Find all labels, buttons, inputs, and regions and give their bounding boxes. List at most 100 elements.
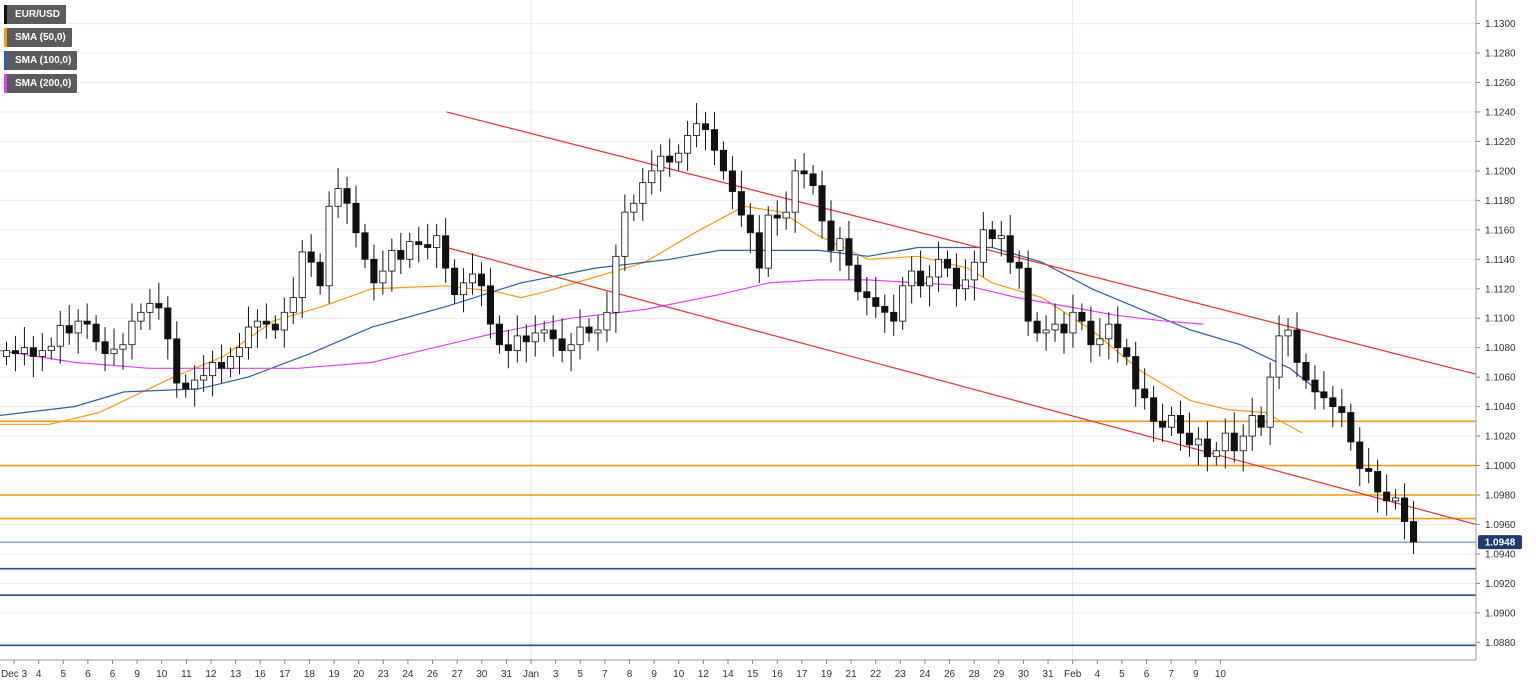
candle [11, 335, 19, 372]
candle-body [244, 326, 252, 349]
candle [235, 332, 244, 375]
x-tick-label: 10 [1215, 669, 1227, 680]
y-tick-label: 1.1280 [1485, 49, 1516, 60]
legend-swatch [4, 51, 7, 70]
candle-body [1230, 432, 1238, 452]
candle-body [800, 170, 808, 175]
candle-body [173, 338, 181, 384]
candle-body [226, 356, 235, 369]
candle [226, 347, 235, 378]
candle [997, 220, 1005, 257]
candle [1069, 294, 1077, 348]
candle-body [997, 235, 1005, 240]
candle [746, 203, 754, 254]
candle-body [11, 350, 19, 354]
candle-body [1409, 521, 1418, 543]
candle-body [1302, 362, 1310, 381]
candle-body [137, 311, 145, 322]
candle [47, 337, 55, 360]
candle-body [1150, 397, 1158, 422]
x-tick-label: 21 [846, 669, 858, 680]
candle [253, 309, 261, 348]
candle-body [773, 214, 781, 219]
candle-body [1212, 450, 1220, 458]
candle [74, 309, 82, 354]
candle [451, 259, 459, 304]
y-tick-label: 1.0960 [1485, 520, 1516, 531]
candle [1248, 397, 1256, 451]
candle-body [29, 347, 37, 357]
candle-body [1176, 415, 1185, 434]
candle [325, 191, 333, 304]
candle-body [460, 282, 468, 296]
trendline [446, 111, 1477, 375]
x-tick-label: 16 [255, 669, 267, 680]
legend-item-sma200[interactable]: SMA (200,0) [4, 74, 78, 93]
candle [1132, 341, 1140, 407]
candle-body [701, 123, 710, 131]
candle [863, 276, 871, 316]
x-tick-label: 18 [304, 669, 316, 680]
legend-item-sma50[interactable]: SMA (50,0) [4, 28, 72, 47]
candle [1329, 385, 1337, 428]
candle [1006, 215, 1014, 275]
candle [970, 250, 978, 301]
candle [20, 327, 28, 366]
candle [522, 324, 530, 363]
candle [818, 170, 826, 239]
candle [1078, 303, 1086, 330]
candle-body [298, 251, 306, 298]
sma-100-line [0, 246, 1328, 416]
candle [854, 256, 862, 301]
candle [1176, 400, 1185, 451]
candle-body [648, 170, 656, 184]
candle-body [639, 182, 647, 204]
candle [1257, 406, 1265, 437]
legend-item-symbol[interactable]: EUR/USD [4, 5, 67, 24]
candle-body [1042, 329, 1050, 334]
candle-body [1060, 323, 1068, 334]
candle-body [316, 261, 324, 287]
x-tick-label: Jan [523, 669, 539, 680]
candle-body [325, 205, 333, 287]
candle-body [684, 135, 692, 154]
candle [1096, 318, 1104, 357]
candle-body [235, 347, 244, 357]
candle-body [1275, 335, 1283, 378]
candle-body [621, 211, 629, 257]
sma-50-line [0, 205, 1303, 434]
candle-body [191, 379, 199, 390]
candle-body [926, 276, 934, 287]
candle-body [74, 320, 82, 334]
candle-body [612, 255, 620, 313]
candle-body [1006, 235, 1014, 263]
candle-body [961, 279, 969, 290]
legend-item-sma100[interactable]: SMA (100,0) [4, 51, 78, 70]
candle-body [1266, 376, 1274, 428]
candle [952, 253, 960, 307]
candle-body [289, 297, 297, 313]
candle-body [872, 297, 880, 307]
candle [1239, 424, 1247, 472]
candle-body [477, 273, 486, 287]
x-tick-label: 7 [602, 669, 608, 680]
candle-body [155, 303, 163, 309]
x-tick-label: Feb [1064, 669, 1082, 680]
candle [316, 253, 324, 295]
candle [1365, 447, 1373, 484]
candle [146, 288, 154, 330]
candle-body [334, 188, 342, 207]
candle-body [1168, 415, 1176, 428]
candle-body [1338, 406, 1346, 413]
candle-body [65, 325, 73, 334]
candle [1374, 459, 1382, 513]
candle-body [361, 232, 369, 260]
candle-body [164, 307, 172, 340]
candle-body [1284, 329, 1292, 337]
candle-body [1320, 391, 1328, 399]
candle [1203, 421, 1211, 472]
candle-body [943, 258, 952, 269]
candle [460, 268, 468, 313]
candle [881, 294, 889, 333]
